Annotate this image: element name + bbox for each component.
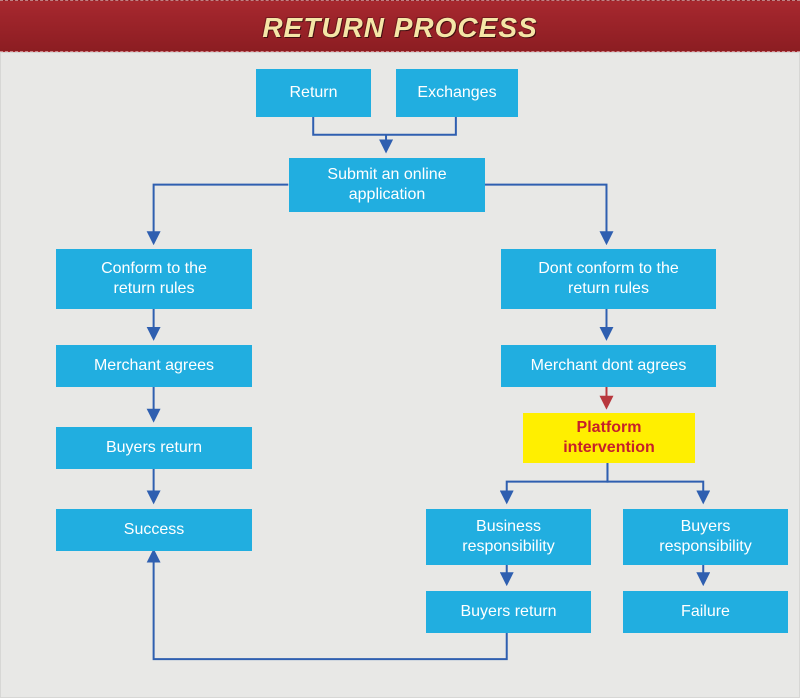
- flowchart-edge: [386, 117, 456, 135]
- flowchart-node-failure: Failure: [623, 591, 788, 633]
- flowchart-edge: [607, 462, 703, 502]
- header-ribbon: RETURN PROCESS: [0, 0, 800, 52]
- flowchart-node-return: Return: [256, 69, 371, 117]
- flowchart-edge: [484, 185, 607, 243]
- page-title: RETURN PROCESS: [262, 12, 537, 44]
- flowchart-node-exchanges: Exchanges: [396, 69, 518, 117]
- flowchart-node-buyret2: Buyers return: [426, 591, 591, 633]
- flowchart-edge: [154, 185, 289, 243]
- flowchart-node-conform: Conform to thereturn rules: [56, 249, 252, 309]
- flowchart-node-submit: Submit an onlineapplication: [289, 158, 485, 212]
- flowchart-node-mdontagree: Merchant dont agrees: [501, 345, 716, 387]
- flowchart-node-buyresp: Buyersresponsibility: [623, 509, 788, 565]
- flowchart-edge: [507, 462, 608, 502]
- flowchart-node-success: Success: [56, 509, 252, 551]
- flowchart-node-platform: Platformintervention: [523, 413, 695, 463]
- flowchart-node-buyret1: Buyers return: [56, 427, 252, 469]
- flowchart-edge: [313, 117, 386, 135]
- flowchart-node-bizresp: Businessresponsibility: [426, 509, 591, 565]
- flowchart-canvas: Return Exchanges Submit an onlineapplicati…: [0, 52, 800, 698]
- flowchart-node-nconform: Dont conform to thereturn rules: [501, 249, 716, 309]
- flowchart-node-magree: Merchant agrees: [56, 345, 252, 387]
